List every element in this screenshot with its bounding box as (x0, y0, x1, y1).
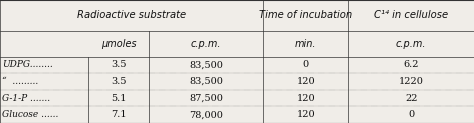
Text: 3.5: 3.5 (111, 60, 126, 69)
Text: UDPG........: UDPG........ (2, 60, 53, 69)
Text: “  .........: “ ......... (2, 77, 38, 86)
Text: 0: 0 (408, 110, 414, 119)
Text: Time of incubation: Time of incubation (259, 10, 352, 20)
Text: Radioactive substrate: Radioactive substrate (77, 10, 186, 20)
Text: 5.1: 5.1 (111, 94, 126, 103)
Text: 87,500: 87,500 (189, 94, 223, 103)
Text: Glucose ......: Glucose ...... (2, 110, 59, 119)
Text: 83,500: 83,500 (189, 60, 223, 69)
Text: μmoles: μmoles (100, 39, 137, 49)
Text: 1220: 1220 (399, 77, 424, 86)
Text: c.p.m.: c.p.m. (191, 39, 221, 49)
Text: 0: 0 (303, 60, 309, 69)
Text: 83,500: 83,500 (189, 77, 223, 86)
Text: 22: 22 (405, 94, 418, 103)
Text: G-1-P .......: G-1-P ....... (2, 94, 51, 103)
Text: 120: 120 (296, 77, 315, 86)
Text: 6.2: 6.2 (403, 60, 419, 69)
Text: 120: 120 (296, 110, 315, 119)
Text: C¹⁴ in cellulose: C¹⁴ in cellulose (374, 10, 448, 20)
Text: min.: min. (295, 39, 317, 49)
Text: 78,000: 78,000 (189, 110, 223, 119)
Text: 7.1: 7.1 (111, 110, 126, 119)
Text: c.p.m.: c.p.m. (396, 39, 427, 49)
Text: 3.5: 3.5 (111, 77, 126, 86)
Text: 120: 120 (296, 94, 315, 103)
